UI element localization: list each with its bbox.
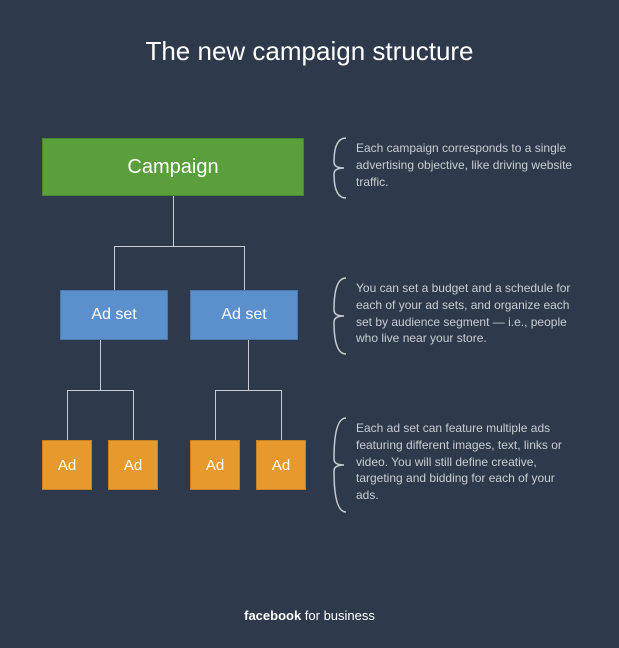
- campaign-label: Campaign: [127, 156, 218, 179]
- ad-node: Ad: [42, 440, 92, 490]
- ad-label: Ad: [272, 457, 290, 474]
- ad-node: Ad: [256, 440, 306, 490]
- campaign-description: Each campaign corresponds to a single ad…: [356, 140, 576, 190]
- ad-node: Ad: [190, 440, 240, 490]
- footer-branding: facebook for business: [0, 608, 619, 623]
- ad-label: Ad: [206, 457, 224, 474]
- adset-description: You can set a budget and a schedule for …: [356, 280, 578, 347]
- brand-name: facebook: [244, 608, 301, 623]
- adset-node: Ad set: [190, 290, 298, 340]
- brand-suffix: for business: [301, 608, 375, 623]
- brace-icon: [332, 276, 348, 356]
- page-title: The new campaign structure: [0, 36, 619, 67]
- adset-node: Ad set: [60, 290, 168, 340]
- adset-label: Ad set: [91, 306, 136, 324]
- campaign-node: Campaign: [42, 138, 304, 196]
- adset-label: Ad set: [221, 306, 266, 324]
- ad-node: Ad: [108, 440, 158, 490]
- infographic-canvas: The new campaign structure Campaign Each…: [0, 0, 619, 648]
- brace-icon: [332, 416, 348, 514]
- ad-label: Ad: [124, 457, 142, 474]
- brace-icon: [332, 136, 348, 200]
- ad-description: Each ad set can feature multiple ads fea…: [356, 420, 578, 504]
- ad-label: Ad: [58, 457, 76, 474]
